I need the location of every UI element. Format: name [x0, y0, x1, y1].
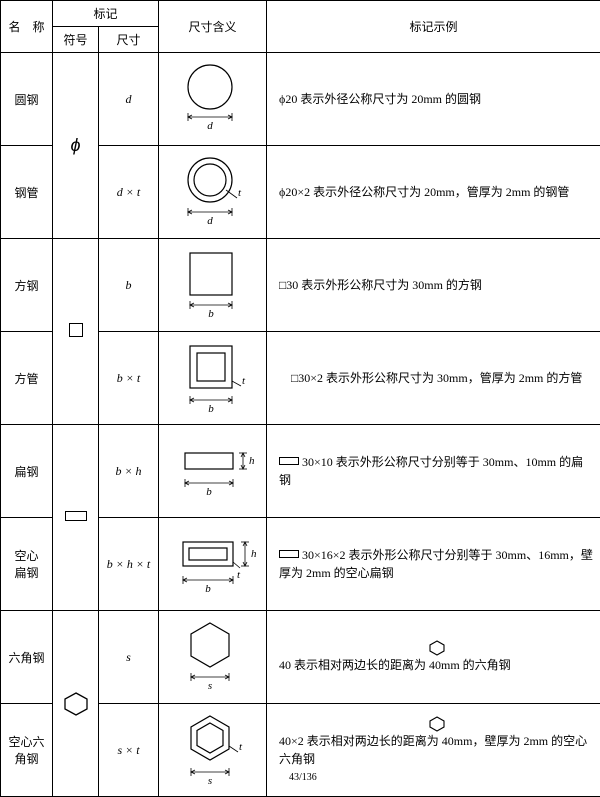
header-symbol: 符号 — [53, 27, 99, 53]
shape-diagram: b t — [159, 332, 267, 425]
dimension-formula: d × t — [99, 146, 159, 239]
shape-diagram: b — [159, 239, 267, 332]
page-footer: 43/136 — [289, 770, 594, 785]
svg-text:h: h — [249, 455, 255, 467]
svg-text:s: s — [208, 775, 212, 787]
svg-text:b: b — [208, 308, 214, 320]
svg-text:s: s — [208, 680, 212, 692]
profile-name: 方钢 — [1, 239, 53, 332]
example-text: 30×16×2 表示外形公称尺寸分别等于 30mm、16mm，壁厚为 2mm 的… — [267, 518, 600, 611]
symbol-glyph: ϕ — [53, 53, 99, 239]
header-meaning: 尺寸含义 — [159, 1, 267, 53]
profile-name: 圆钢 — [1, 53, 53, 146]
header-mark: 标记 — [53, 1, 159, 27]
symbol-glyph — [53, 611, 99, 797]
example-text: □30 表示外形公称尺寸为 30mm 的方钢 — [267, 239, 600, 332]
dimension-formula: b × t — [99, 332, 159, 425]
example-text: 30×10 表示外形公称尺寸分别等于 30mm、10mm 的扁钢 — [267, 425, 600, 518]
svg-text:t: t — [238, 187, 242, 199]
dimension-formula: s × t — [99, 704, 159, 797]
dimension-formula: s — [99, 611, 159, 704]
svg-text:b: b — [208, 403, 214, 415]
profile-name: 空心六角钢 — [1, 704, 53, 797]
svg-text:b: b — [206, 486, 212, 498]
shape-diagram: d — [159, 53, 267, 146]
shape-diagram: d t — [159, 146, 267, 239]
svg-text:t: t — [242, 375, 246, 387]
profile-name: 空心扁钢 — [1, 518, 53, 611]
profile-name: 钢管 — [1, 146, 53, 239]
steel-profiles-table: 名 称 标记 尺寸含义 标记示例 符号 尺寸 圆钢ϕd dϕ20 表示外径公称尺… — [0, 0, 600, 797]
header-dimension: 尺寸 — [99, 27, 159, 53]
example-text: ϕ20 表示外径公称尺寸为 20mm 的圆钢 — [267, 53, 600, 146]
table-row: 方钢 b b □30 表示外形公称尺寸为 30mm 的方钢 — [1, 239, 600, 332]
shape-diagram: b h — [159, 425, 267, 518]
svg-text:d: d — [207, 120, 213, 132]
shape-diagram: s — [159, 611, 267, 704]
table-row: 扁钢 b × h b h 30×10 表示外形公称尺寸分别等于 30mm、10mm… — [1, 425, 600, 518]
dimension-formula: b — [99, 239, 159, 332]
table-row: 六角钢 s s 40 表示相对两边长的距离为 40mm 的六角钢 — [1, 611, 600, 704]
header-name: 名 称 — [1, 1, 53, 53]
svg-text:t: t — [239, 741, 243, 753]
example-text: 40 表示相对两边长的距离为 40mm 的六角钢 — [267, 611, 600, 704]
shape-diagram: s t — [159, 704, 267, 797]
header-example: 标记示例 — [267, 1, 600, 53]
example-text: ϕ20×2 表示外径公称尺寸为 20mm，管厚为 2mm 的钢管 — [267, 146, 600, 239]
dimension-formula: d — [99, 53, 159, 146]
svg-text:h: h — [251, 548, 257, 560]
svg-text:b: b — [205, 583, 211, 595]
example-text: 40×2 表示相对两边长的距离为 40mm，壁厚为 2mm 的空心六角钢43/1… — [267, 704, 600, 797]
dimension-formula: b × h — [99, 425, 159, 518]
shape-diagram: b h t — [159, 518, 267, 611]
profile-name: 方管 — [1, 332, 53, 425]
symbol-glyph — [53, 425, 99, 611]
table-row: 圆钢ϕd dϕ20 表示外径公称尺寸为 20mm 的圆钢 — [1, 53, 600, 146]
example-text: □30×2 表示外形公称尺寸为 30mm，管厚为 2mm 的方管 — [267, 332, 600, 425]
profile-name: 扁钢 — [1, 425, 53, 518]
symbol-glyph — [53, 239, 99, 425]
svg-text:d: d — [207, 215, 213, 227]
dimension-formula: b × h × t — [99, 518, 159, 611]
svg-text:t: t — [237, 569, 241, 581]
profile-name: 六角钢 — [1, 611, 53, 704]
